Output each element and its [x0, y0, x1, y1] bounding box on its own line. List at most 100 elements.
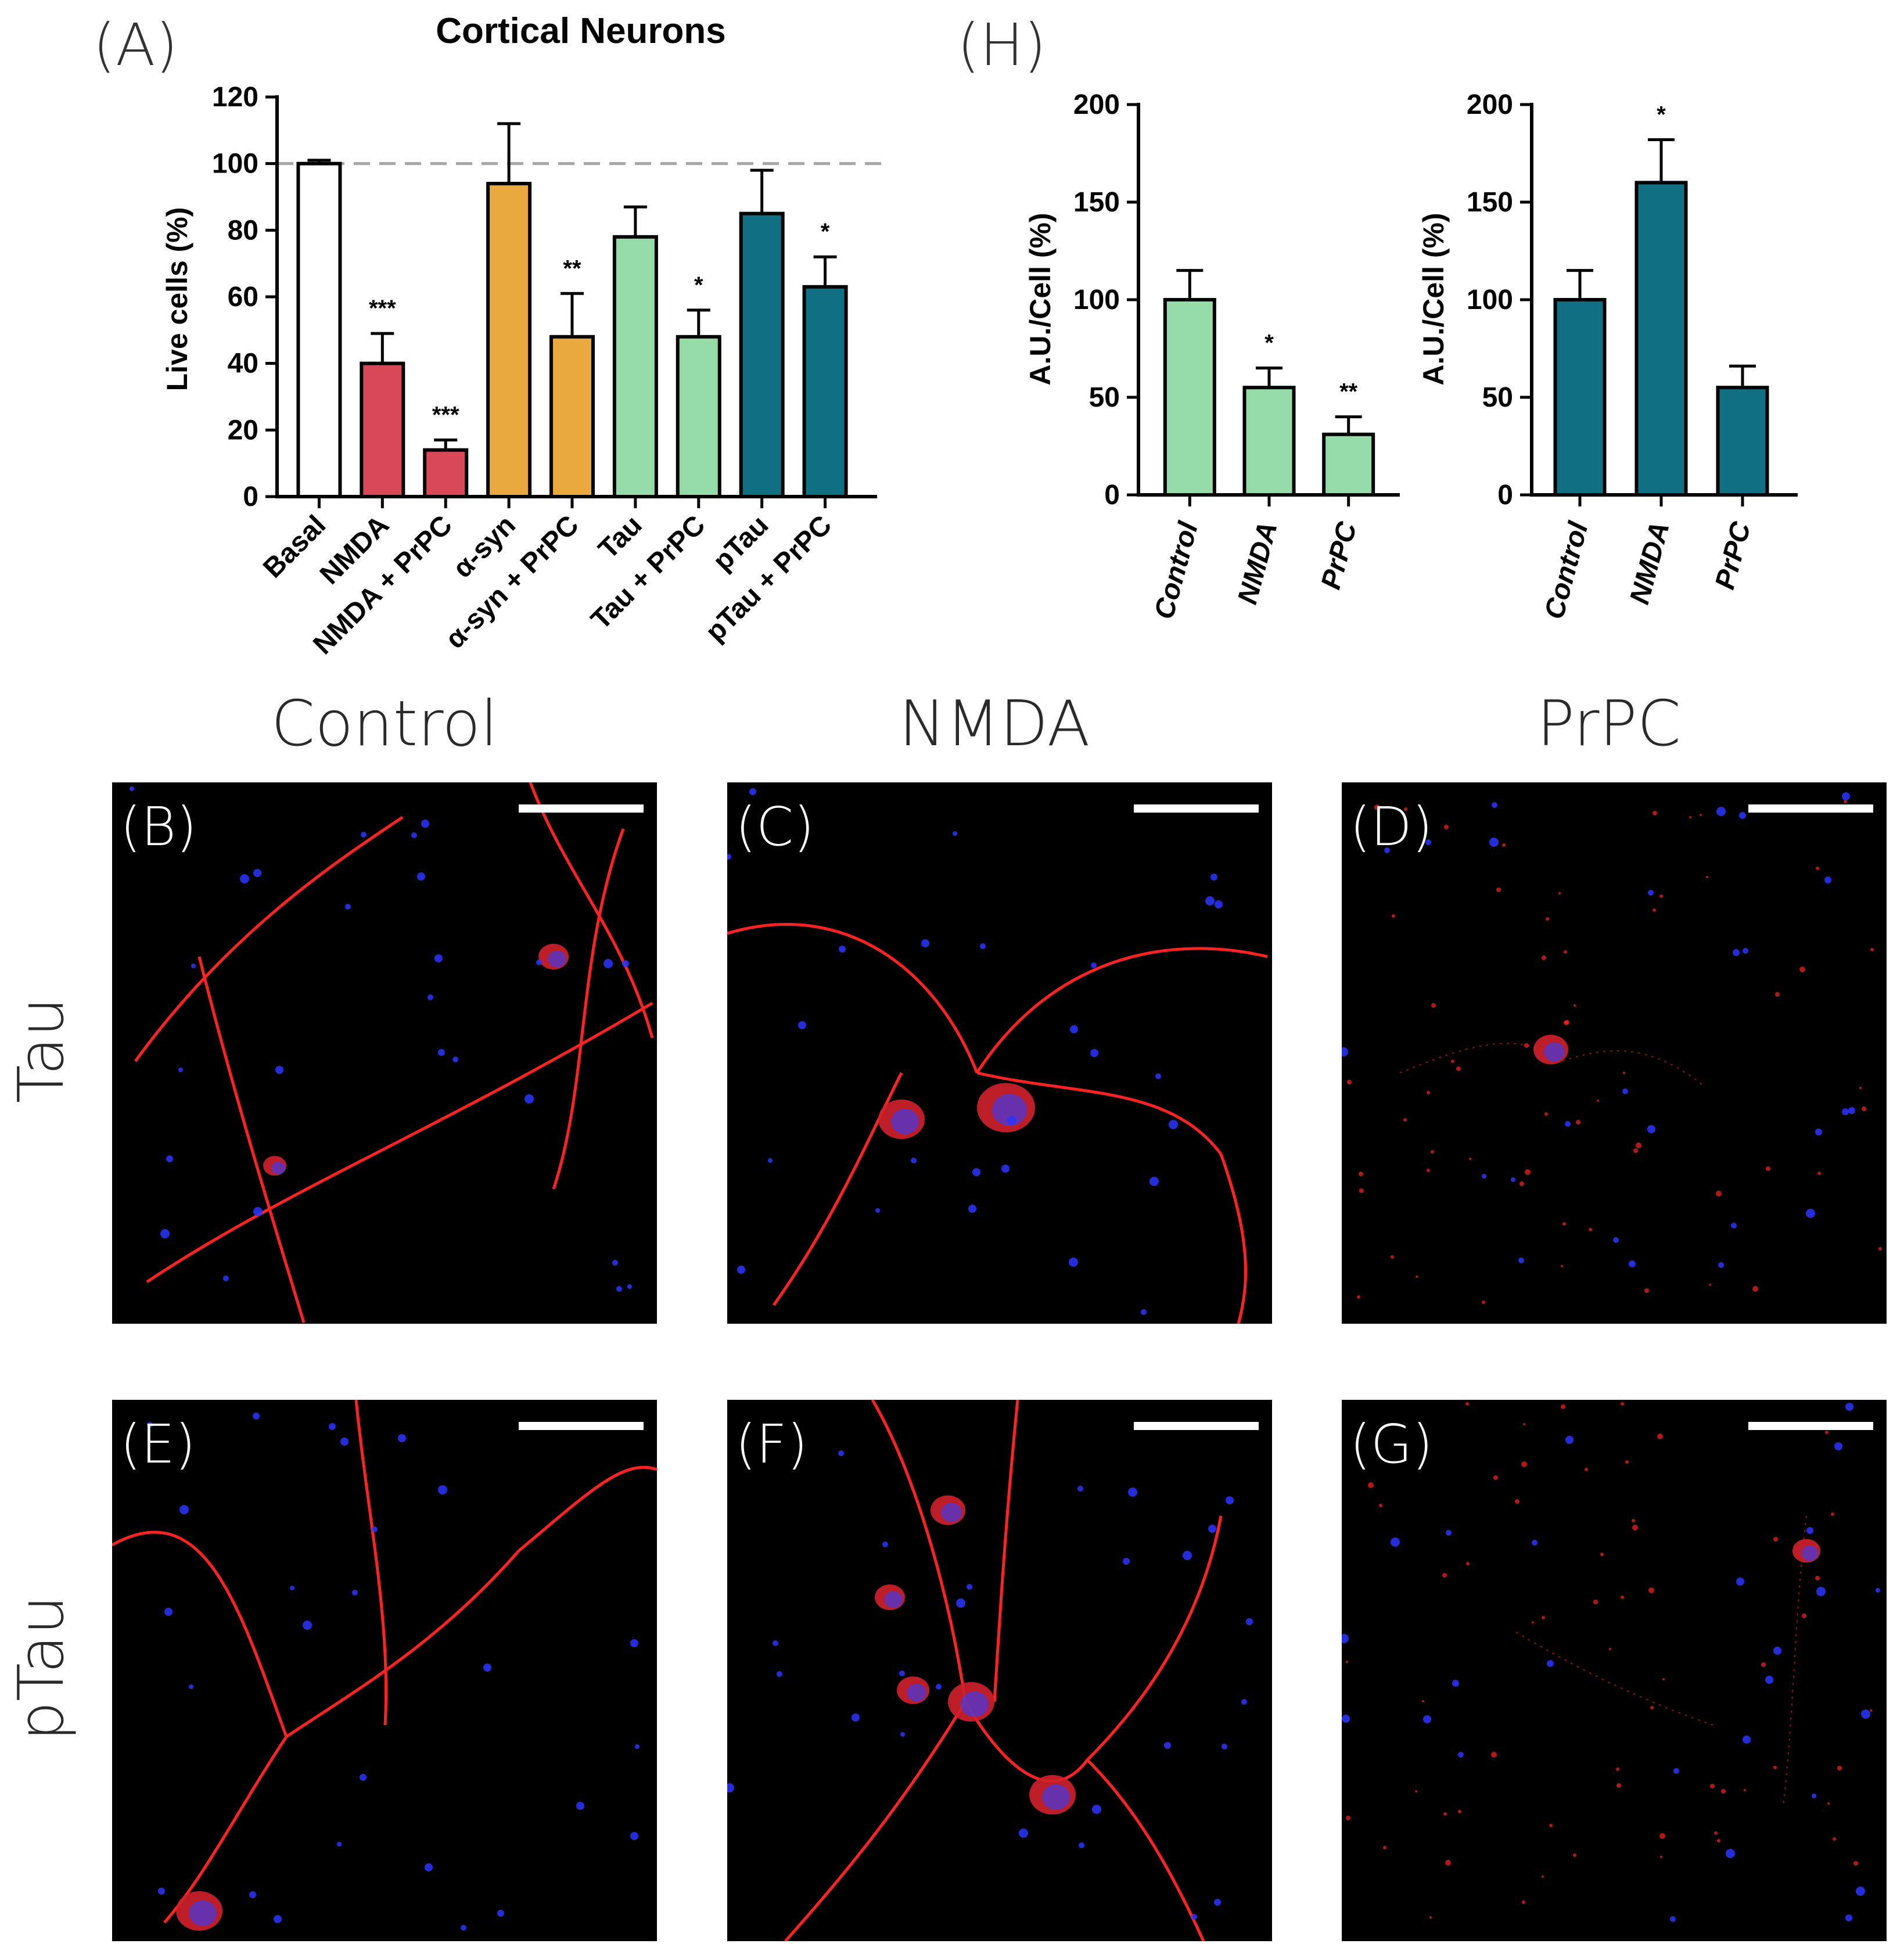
puncta: [1609, 1648, 1611, 1650]
nucleus-dot: [361, 832, 367, 838]
nucleus-dot: [768, 1158, 773, 1163]
y-tick-label: 20: [228, 415, 258, 446]
nucleus: [1801, 1545, 1819, 1561]
bar: [1163, 298, 1216, 497]
nucleus-dot: [411, 832, 417, 838]
nucleus-dot: [1648, 890, 1654, 896]
nucleus-dot: [727, 1783, 734, 1792]
puncta: [1773, 1766, 1777, 1769]
puncta: [1546, 917, 1549, 921]
micrograph-panel: (C): [727, 782, 1272, 1324]
puncta: [1549, 1824, 1553, 1827]
bar: [676, 335, 721, 498]
puncta: [1644, 1288, 1649, 1293]
puncta: [1576, 1120, 1580, 1124]
x-tick-label: PrPC: [1316, 518, 1363, 592]
puncta: [1660, 1856, 1662, 1858]
nucleus-dot: [1019, 1828, 1028, 1838]
nucleus-dot: [838, 1450, 844, 1456]
puncta: [1859, 1087, 1862, 1089]
nucleus-dot: [1532, 1540, 1537, 1546]
column-header-prpc: PrPC: [1537, 688, 1681, 760]
puncta: [1775, 992, 1780, 997]
puncta: [1383, 1846, 1386, 1849]
nucleus-dot: [434, 954, 443, 962]
puncta: [1525, 1169, 1531, 1175]
nucleus-dot: [1518, 1258, 1524, 1263]
x-tick-label: Tau: [592, 509, 648, 565]
nucleus-dot: [1743, 1736, 1751, 1744]
nucleus-dot: [1718, 1262, 1724, 1268]
puncta: [1515, 1499, 1519, 1504]
neurite: [727, 923, 979, 1073]
puncta: [1574, 1004, 1576, 1007]
puncta: [1416, 1276, 1418, 1278]
micrograph-content: [727, 1400, 1253, 1941]
puncta: [1585, 1468, 1588, 1471]
neurite: [354, 1400, 388, 1726]
puncta: [1710, 1784, 1715, 1788]
nucleus-dot: [1773, 1647, 1781, 1655]
micrograph-panel-label: (E): [120, 1413, 196, 1475]
puncta: [1469, 1158, 1471, 1160]
nucleus-dot: [1876, 1588, 1880, 1593]
y-tick-label: 40: [228, 349, 258, 379]
scale-bar: [519, 1422, 644, 1430]
puncta: [1593, 1600, 1598, 1604]
puncta: [1597, 1100, 1599, 1102]
nucleus-dot: [1815, 1129, 1822, 1136]
y-tick-label: 150: [1073, 187, 1120, 218]
bar: [423, 448, 469, 499]
nucleus-dot: [290, 1586, 294, 1590]
nucleus-dot: [1739, 812, 1746, 819]
puncta: [1815, 1576, 1820, 1580]
puncta: [1616, 1783, 1621, 1788]
puncta: [1346, 1661, 1348, 1663]
nucleus-dot: [1226, 1496, 1234, 1504]
significance-label: **: [1339, 379, 1358, 405]
nucleus-dot: [1673, 1768, 1679, 1774]
puncta: [1817, 1172, 1821, 1175]
nucleus-dot: [1423, 1715, 1431, 1723]
nucleus-dot: [1731, 1223, 1737, 1228]
nucleus-dot: [1806, 1527, 1813, 1534]
puncta: [1465, 1402, 1469, 1406]
puncta: [1650, 1706, 1654, 1709]
neurite: [1086, 1759, 1205, 1941]
nucleus-dot: [1169, 1120, 1178, 1129]
puncta: [1633, 1148, 1638, 1153]
micrograph-content: [1342, 1402, 1880, 1922]
puncta: [1522, 1900, 1525, 1904]
puncta: [1600, 1553, 1604, 1556]
nucleus-dot: [1091, 962, 1097, 968]
nucleus-dot: [178, 1068, 183, 1072]
puncta: [1589, 1228, 1592, 1231]
scale-bar: [1134, 804, 1259, 813]
nucleus-dot: [1205, 896, 1215, 906]
neurite: [871, 1400, 967, 1702]
column-header-control: Control: [271, 688, 498, 760]
nucleus: [1544, 1042, 1565, 1062]
nucleus-dot: [1077, 1486, 1083, 1492]
nucleus-dot: [1816, 1587, 1826, 1596]
nucleus-dot: [417, 872, 425, 881]
nucleus-dot: [421, 820, 429, 828]
puncta: [1632, 1525, 1638, 1531]
nucleus-dot: [525, 1094, 534, 1104]
significance-label: *: [1264, 330, 1274, 356]
nucleus: [548, 950, 566, 968]
y-tick-label: 200: [1467, 89, 1513, 120]
puncta: [1721, 1789, 1726, 1794]
nucleus-dot: [921, 939, 929, 947]
puncta: [1752, 1286, 1758, 1292]
micrograph-panel: (D): [1342, 782, 1887, 1324]
neurite: [134, 815, 404, 1062]
puncta: [1689, 816, 1691, 818]
puncta: [1773, 1537, 1778, 1542]
nucleus-dot: [191, 964, 196, 968]
bar: [802, 285, 848, 498]
puncta: [1519, 1181, 1524, 1186]
neurite: [1515, 1632, 1714, 1726]
micrograph-background: [1342, 1400, 1887, 1941]
micrograph-panel: (F): [727, 1400, 1272, 1941]
